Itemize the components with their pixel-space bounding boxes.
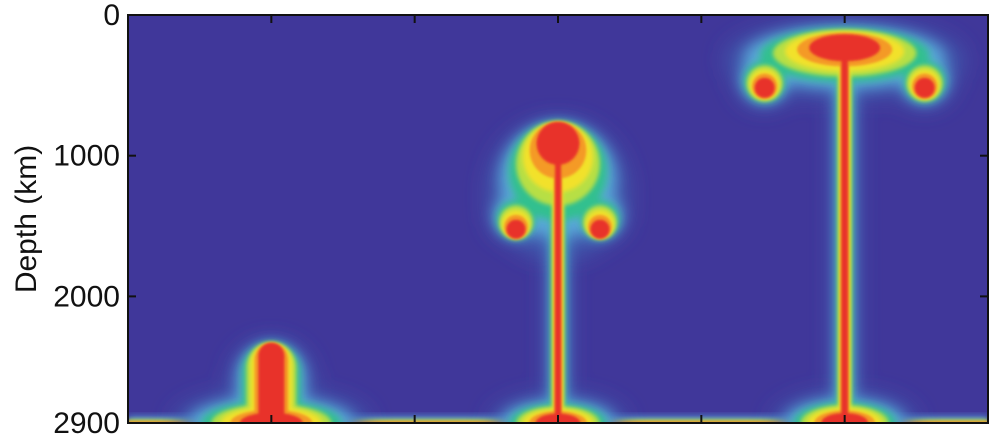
plume-level [754,34,935,423]
plume-intermediate [490,121,626,423]
y-tick-label: 2900 [53,407,120,438]
plume-lobe-right [590,219,610,239]
plume-stem [555,143,561,423]
y-tick-label: 1000 [53,140,120,173]
plume-level [506,121,610,423]
plume-late [726,24,963,423]
y-axis-label: Depth (km) [10,145,43,293]
plume-head-base [258,355,285,423]
plume-lobe-left [506,219,526,239]
tick-labels: 0 1000 2000 2900 [53,0,120,438]
plume-stem [841,40,848,423]
y-tick-label: 0 [103,0,120,32]
y-tick-label: 2000 [53,280,120,313]
tick-marks [128,14,988,424]
plume-lobe-left [754,77,775,98]
plume-field [128,24,988,423]
plume-lobe-right [914,77,935,98]
